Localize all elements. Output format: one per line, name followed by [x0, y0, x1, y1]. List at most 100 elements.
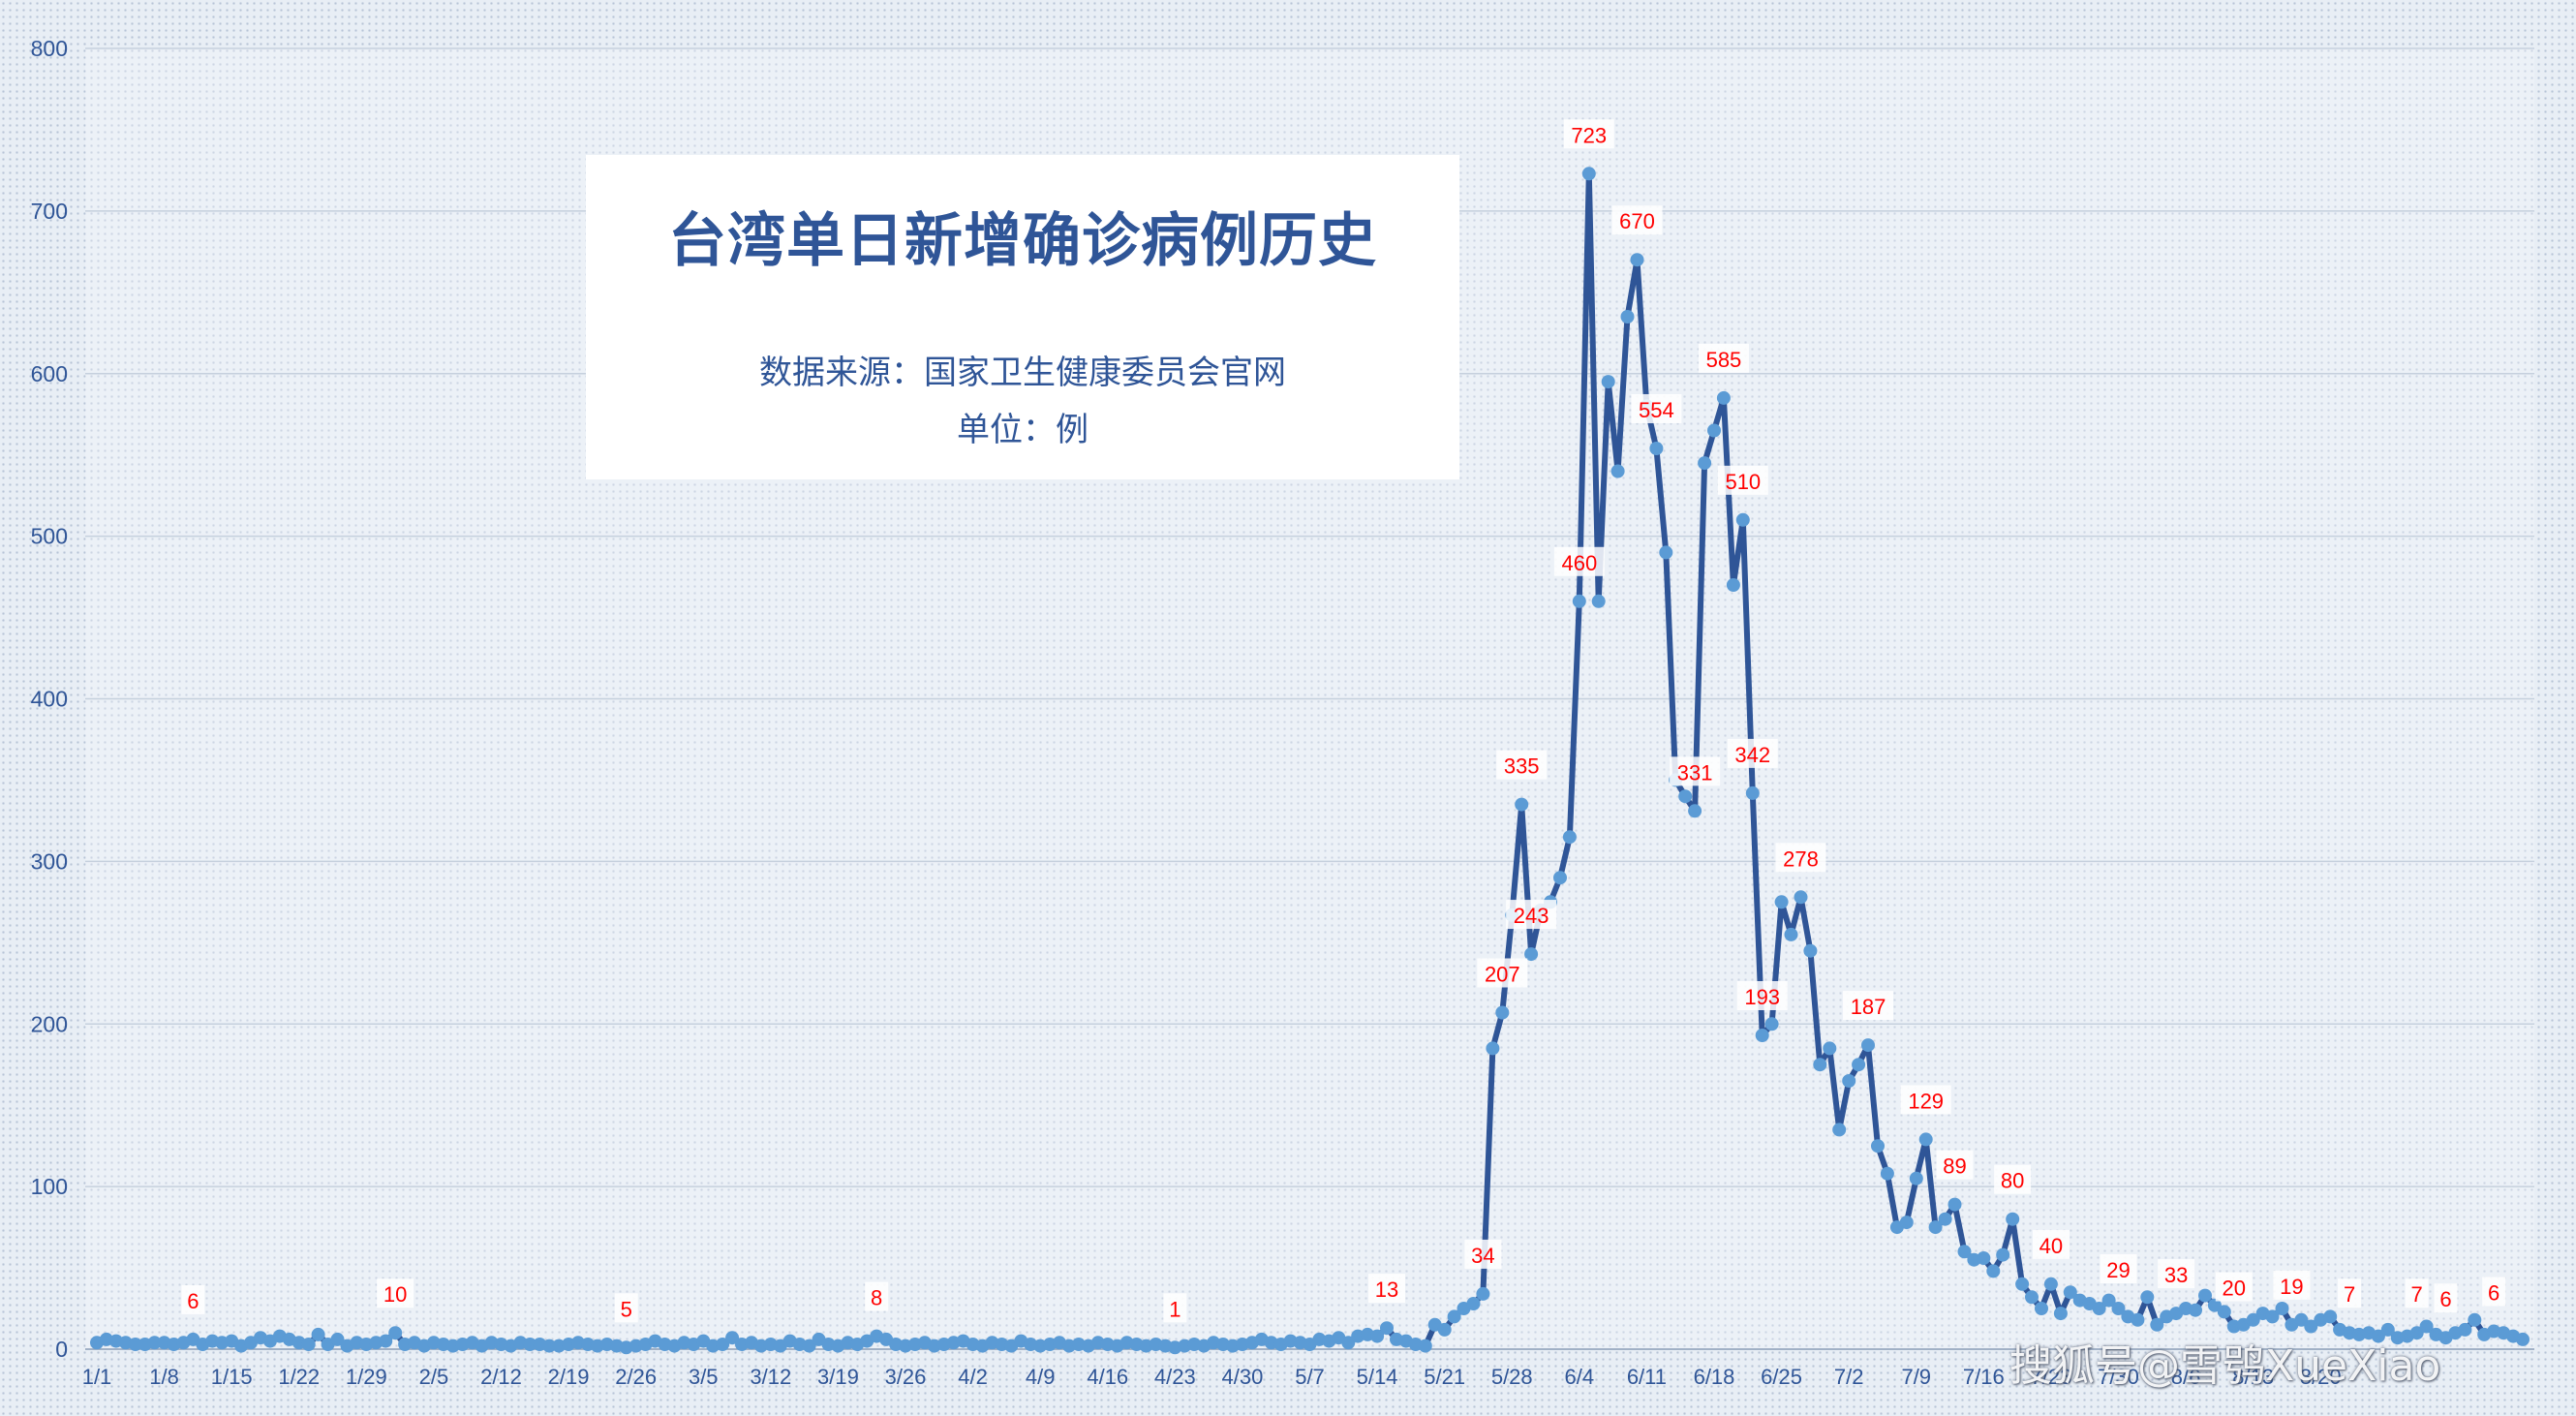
- data-point: [1784, 927, 1798, 941]
- data-point: [2323, 1309, 2338, 1324]
- data-point: [1755, 1029, 1769, 1042]
- data-point: [1880, 1166, 1894, 1181]
- data-point: [802, 1339, 816, 1353]
- data-label: 554: [1639, 398, 1674, 422]
- data-point: [1764, 1017, 1779, 1031]
- data-point: [2516, 1332, 2530, 1346]
- chart-title: 台湾单日新增确诊病例历史: [668, 207, 1377, 275]
- data-point: [2063, 1285, 2077, 1300]
- y-tick-label: 300: [31, 848, 68, 874]
- data-label-bg: [377, 1278, 414, 1308]
- x-tick-label: 8/20: [2300, 1365, 2342, 1389]
- data-point: [1486, 1041, 1500, 1056]
- data-label-bg: [1670, 756, 1721, 786]
- data-label: 8: [871, 1286, 882, 1310]
- data-point: [1813, 1058, 1827, 1072]
- data-point: [1659, 545, 1673, 560]
- data-point: [1495, 1005, 1510, 1020]
- data-point: [1553, 871, 1567, 885]
- x-tick-label: 7/2: [1834, 1365, 1864, 1389]
- data-label: 335: [1504, 754, 1540, 779]
- data-label: 34: [1471, 1244, 1494, 1268]
- x-tick-label: 3/26: [885, 1365, 927, 1389]
- unit-text: 单位：例: [957, 411, 1089, 449]
- data-label-bg: [1163, 1293, 1187, 1323]
- data-label-bg: [1496, 750, 1548, 780]
- data-label: 723: [1571, 123, 1607, 147]
- data-label: 129: [1908, 1089, 1944, 1113]
- data-point: [1745, 785, 1760, 800]
- data-point: [1591, 594, 1606, 608]
- data-point: [1986, 1264, 2001, 1278]
- x-tick-label: 2/12: [480, 1365, 522, 1389]
- data-point: [1572, 594, 1586, 608]
- data-label: 207: [1485, 962, 1520, 986]
- data-point: [2189, 1303, 2202, 1317]
- y-tick-label: 0: [55, 1337, 68, 1362]
- watermark: 搜狐号@雪鸮XueXiao: [2009, 1341, 2441, 1391]
- data-label-bg: [1553, 546, 1605, 576]
- data-label: 20: [2223, 1276, 2246, 1300]
- data-point: [1341, 1336, 1356, 1350]
- data-point: [388, 1326, 403, 1340]
- data-label: 342: [1734, 743, 1770, 767]
- x-tick-label: 1/22: [278, 1365, 320, 1389]
- y-tick-label: 200: [31, 1011, 68, 1036]
- data-point: [1899, 1216, 1914, 1230]
- data-label-bg: [2434, 1283, 2458, 1313]
- data-label: 460: [1561, 551, 1597, 575]
- data-label-bg: [614, 1293, 638, 1323]
- x-tick-label: 7/30: [2098, 1365, 2139, 1389]
- y-tick-label: 800: [31, 36, 68, 61]
- x-tick-label: 1/1: [82, 1365, 112, 1389]
- data-label-bg: [2100, 1254, 2137, 1284]
- data-label-bg: [2338, 1278, 2362, 1308]
- data-point: [716, 1338, 730, 1351]
- x-tick-label: 6/25: [1761, 1365, 1802, 1389]
- data-point: [1610, 464, 1625, 478]
- data-label: 80: [2001, 1169, 2024, 1193]
- data-label-bg: [1843, 991, 1894, 1021]
- data-point: [2458, 1322, 2472, 1337]
- data-label: 6: [2439, 1287, 2451, 1311]
- data-point: [1716, 390, 1731, 405]
- x-tick-label: 5/7: [1295, 1365, 1325, 1389]
- data-point: [1678, 789, 1693, 804]
- data-point: [2198, 1288, 2212, 1303]
- data-point: [1938, 1212, 1952, 1226]
- data-point: [1620, 310, 1635, 323]
- x-tick-label: 6/4: [1565, 1365, 1595, 1389]
- data-label: 1: [1169, 1297, 1181, 1321]
- x-tick-label: 2/26: [615, 1365, 657, 1389]
- data-point: [523, 1338, 537, 1351]
- data-point: [2207, 1298, 2222, 1312]
- data-label: 13: [1375, 1277, 1398, 1302]
- data-label-bg: [1506, 900, 1557, 930]
- x-tick-label: 3/12: [750, 1365, 791, 1389]
- data-point: [1871, 1139, 1885, 1154]
- data-point: [1794, 890, 1808, 905]
- data-point: [379, 1334, 393, 1348]
- x-tick-label: 4/23: [1154, 1365, 1196, 1389]
- data-point: [1735, 512, 1750, 527]
- x-tick-label: 4/9: [1026, 1365, 1056, 1389]
- data-label: 585: [1706, 348, 1742, 372]
- data-point: [1852, 1058, 1866, 1072]
- x-tick-label: 7/23: [2031, 1365, 2072, 1389]
- data-label: 187: [1851, 995, 1886, 1019]
- y-tick-label: 700: [31, 199, 68, 224]
- data-label-bg: [1936, 1150, 1974, 1180]
- data-point: [1726, 578, 1740, 592]
- x-tick-label: 1/8: [149, 1365, 179, 1389]
- data-label: 29: [2106, 1258, 2130, 1282]
- x-tick-label: 5/21: [1424, 1365, 1465, 1389]
- data-label: 331: [1677, 760, 1713, 785]
- data-point: [1418, 1339, 1432, 1353]
- data-point: [1707, 423, 1721, 438]
- data-point: [1524, 947, 1539, 962]
- data-label-bg: [1611, 205, 1663, 235]
- x-tick-label: 4/2: [958, 1365, 988, 1389]
- data-point: [2246, 1312, 2260, 1327]
- data-point: [1466, 1297, 1481, 1310]
